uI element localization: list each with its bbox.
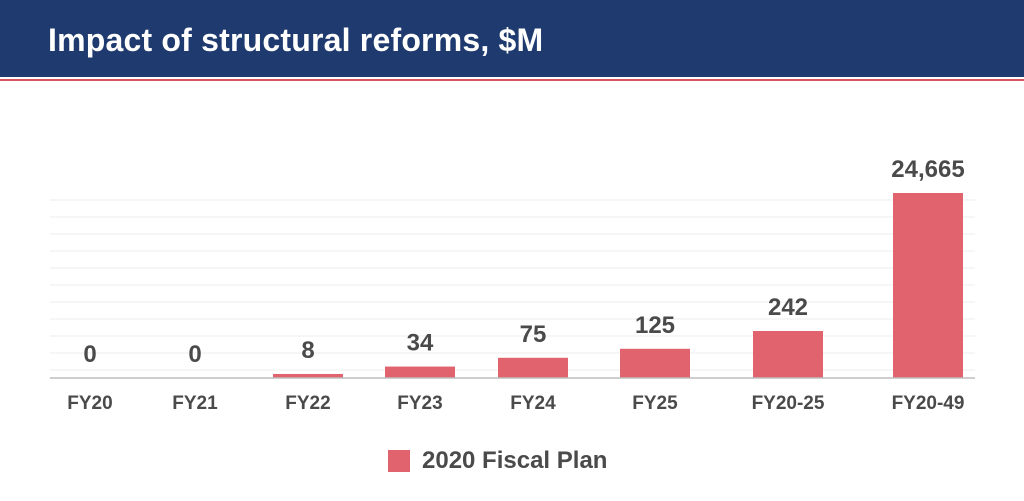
chart-title: Impact of structural reforms, $M xyxy=(48,22,544,58)
data-label: 0 xyxy=(188,341,201,368)
bar xyxy=(273,373,343,378)
x-tick-label: FY20 xyxy=(67,393,112,414)
x-tick-label: FY20-49 xyxy=(892,393,965,414)
data-label: 242 xyxy=(768,294,808,321)
data-label: 34 xyxy=(407,330,434,357)
data-label: 0 xyxy=(83,341,96,368)
data-label: 125 xyxy=(635,312,675,339)
bar xyxy=(385,366,455,378)
x-tick-label: FY21 xyxy=(172,393,218,414)
bar xyxy=(498,357,568,378)
legend: 2020 Fiscal Plan xyxy=(388,446,607,476)
legend-label: 2020 Fiscal Plan xyxy=(422,447,608,474)
x-tick-label: FY23 xyxy=(397,393,442,414)
x-tick-label: FY22 xyxy=(285,393,330,414)
x-tick-label: FY24 xyxy=(510,393,556,414)
x-tick-label: FY20-25 xyxy=(752,393,825,414)
bar xyxy=(893,193,963,378)
title-underline xyxy=(0,79,1024,81)
bar xyxy=(753,331,823,378)
legend-swatch xyxy=(388,450,410,472)
bar xyxy=(620,348,690,378)
title-banner: Impact of structural reforms, $M xyxy=(0,0,1024,77)
x-tick-label: FY25 xyxy=(632,393,678,414)
data-label: 24,665 xyxy=(891,156,964,183)
data-label: 8 xyxy=(301,337,314,364)
data-label: 75 xyxy=(520,321,547,348)
